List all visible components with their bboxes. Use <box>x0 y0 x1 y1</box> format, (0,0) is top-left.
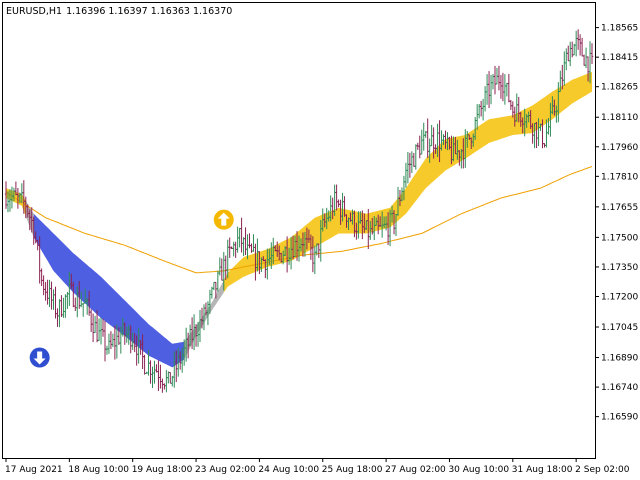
y-tick-label: 1.18110 <box>601 113 638 123</box>
band-segment-bear <box>33 213 185 368</box>
plot-frame <box>2 2 596 459</box>
x-tick-label: 2 Sep 02:00 <box>575 465 630 475</box>
y-tick-label: 1.16890 <box>601 354 638 364</box>
x-tick-label: 31 Aug 18:00 <box>512 465 573 475</box>
quote-label: 1.16396 1.16397 1.16363 1.16370 <box>66 6 232 17</box>
band-segment-bull <box>223 71 593 293</box>
x-tick-label: 25 Aug 18:00 <box>322 465 383 475</box>
x-tick-label: 18 Aug 10:00 <box>68 465 129 475</box>
y-tick-label: 1.17350 <box>601 263 638 273</box>
y-tick-label: 1.17045 <box>601 323 638 333</box>
x-tick-label: 24 Aug 10:00 <box>258 465 319 475</box>
ohlc-bar <box>590 43 594 65</box>
arrow-glyph <box>217 212 230 226</box>
arrow-glyph <box>33 351 46 365</box>
signal-arrows <box>29 209 234 368</box>
sell-arrow-icon <box>29 347 50 368</box>
x-tick-label: 30 Aug 10:00 <box>448 465 509 475</box>
y-axis: 1.18565 1.18415 1.18265 1.18110 1.17960 1.178… <box>595 24 638 423</box>
y-tick-label: 1.17200 <box>601 292 638 302</box>
y-tick-label: 1.18415 <box>601 53 638 63</box>
buy-arrow-icon <box>213 209 234 230</box>
y-tick-label: 1.17500 <box>601 233 638 243</box>
y-tick-label: 1.16740 <box>601 383 638 393</box>
y-tick-label: 1.17960 <box>601 143 638 153</box>
x-tick-label: 17 Aug 2021 <box>5 465 63 475</box>
x-tick-label: 23 Aug 02:00 <box>195 465 256 475</box>
chart-title: EURUSD,H1 1.16396 1.16397 1.16363 1.16370 <box>6 6 232 17</box>
y-tick-label: 1.17655 <box>601 203 638 213</box>
symbol-timeframe-label: EURUSD,H1 <box>6 6 62 17</box>
y-tick-label: 1.17810 <box>601 172 638 182</box>
y-tick-label: 1.16590 <box>601 413 638 423</box>
x-tick-label: 19 Aug 18:00 <box>132 465 193 475</box>
y-tick-label: 1.18265 <box>601 83 638 93</box>
x-tick-label: 27 Aug 02:00 <box>385 465 446 475</box>
x-axis: 17 Aug 2021 18 Aug 10:00 19 Aug 18:00 23 Au… <box>5 458 630 475</box>
y-tick-label: 1.18565 <box>601 24 638 34</box>
ohlc-bars <box>4 29 594 393</box>
